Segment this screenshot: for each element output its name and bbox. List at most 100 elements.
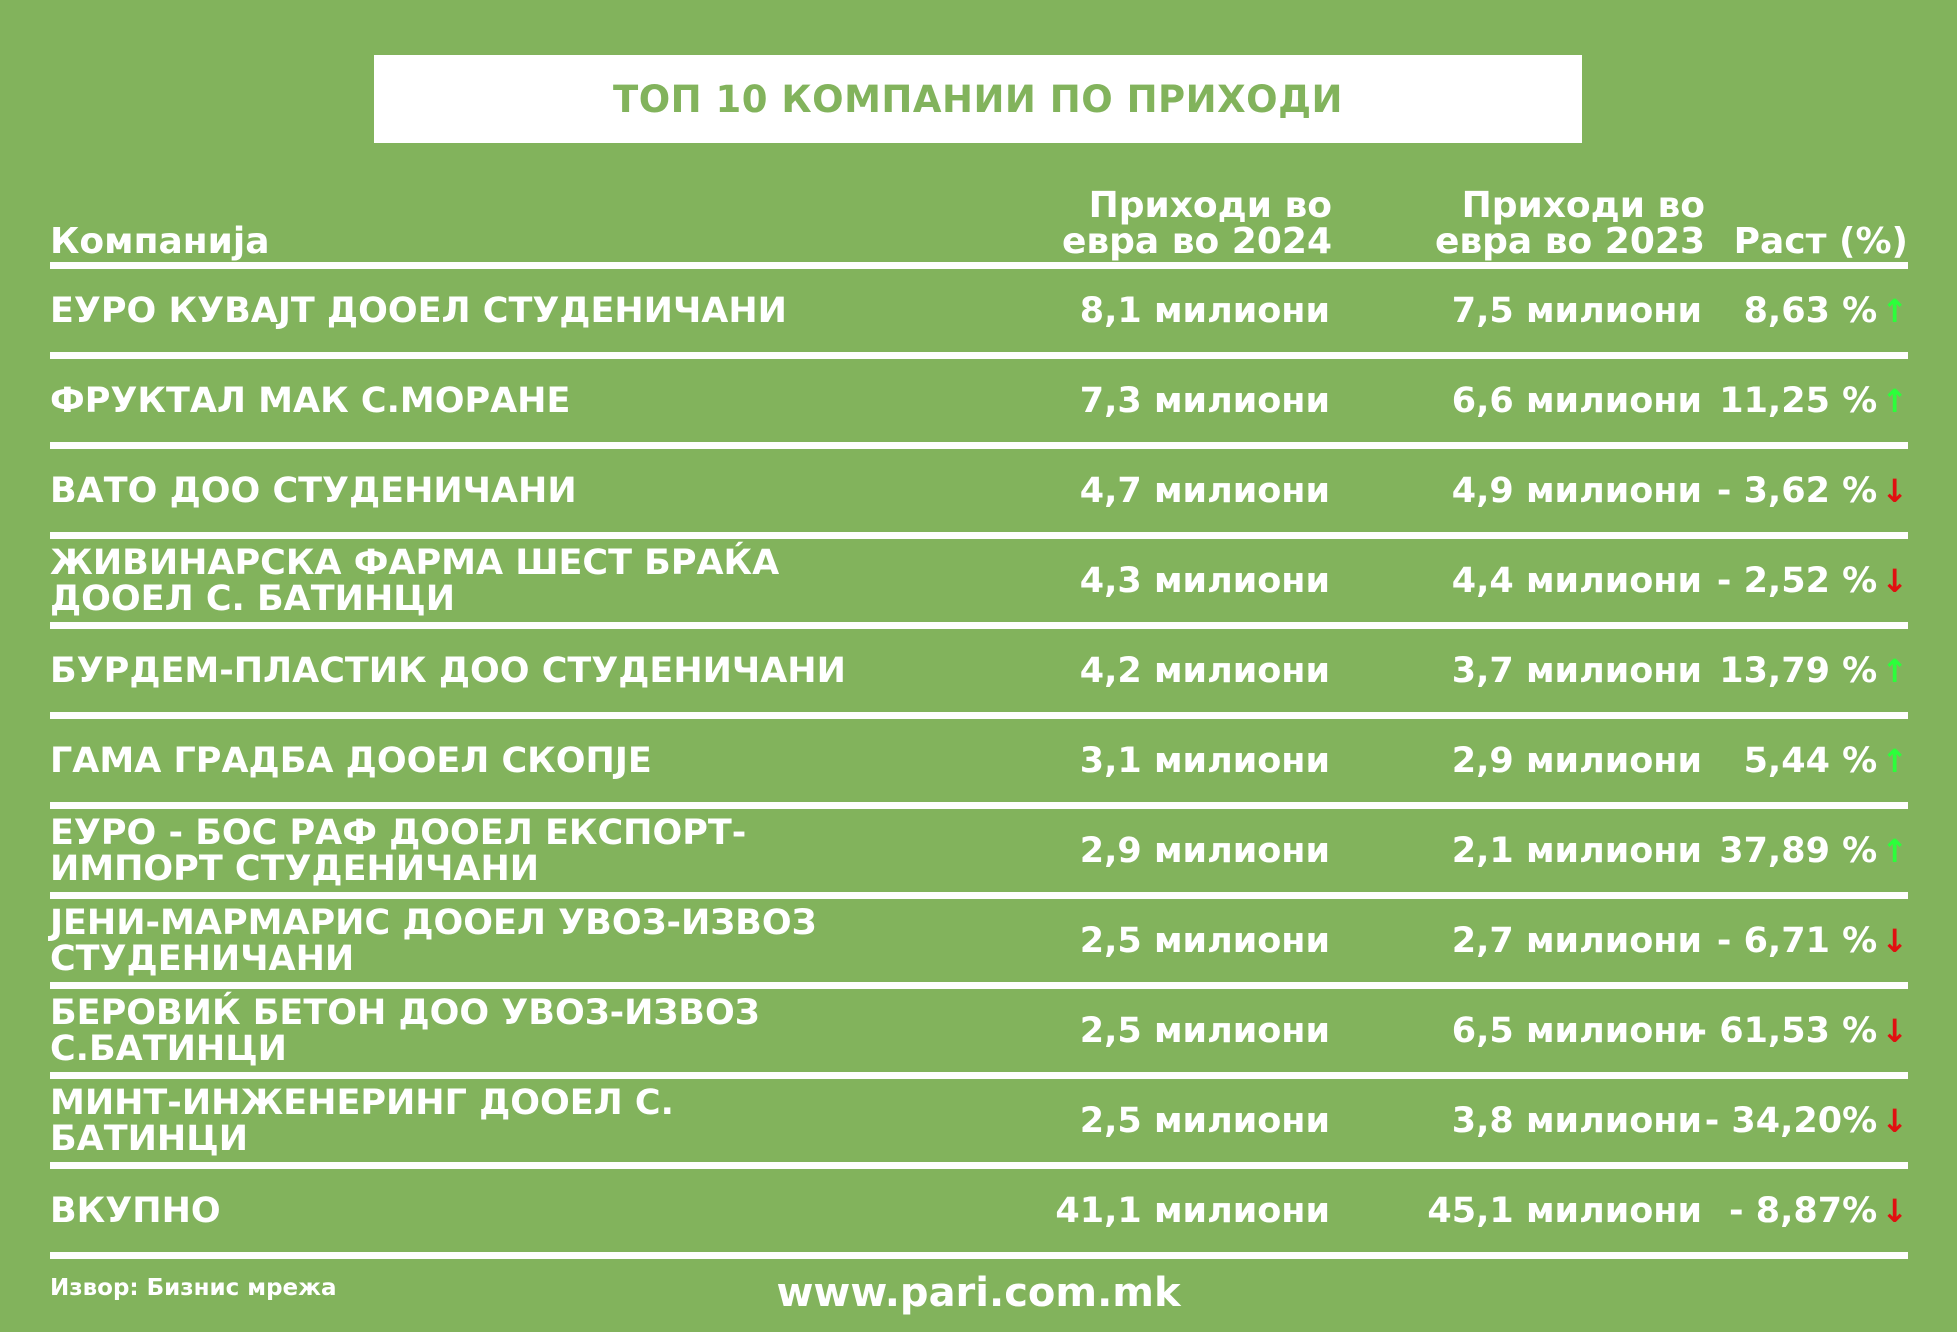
growth-value: 13,79 % [1719,650,1878,691]
company-name: ЖИВИНАРСКА ФАРМА ШЕСТ БРАЌА ДООЕЛ С. БАТ… [50,542,780,619]
growth-value: 37,89 % [1719,830,1878,871]
arrow-down-icon: ↓ [1881,1191,1908,1230]
table-row: ЕУРО КУВАЈТ ДООЕЛ СТУДЕНИЧАНИ 8,1 милиони… [50,269,1908,352]
revenue-2023: 7,5 милиони [1451,290,1702,331]
revenue-2024: 4,7 милиони [1079,470,1330,511]
company-name: ЈЕНИ-МАРМАРИС ДООЕЛ УВОЗ-ИЗВОЗ СТУДЕНИЧА… [50,902,817,979]
growth-value: 11,25 % [1719,380,1878,421]
growth-cell: - 34,20% ↓ [1705,1101,1908,1141]
column-header-revenue-2024: Приходи во евра во 2024 [1062,188,1332,260]
revenue-2024: 4,3 милиони [1079,560,1330,601]
revenue-2024: 2,5 милиони [1079,1010,1330,1051]
row-divider [50,802,1908,809]
row-divider [50,442,1908,449]
row-divider [50,982,1908,989]
table-row: ЕУРО - БОС РАФ ДООЕЛ ЕКСПОРТ-ИМПОРТ СТУД… [50,809,1908,892]
revenue-2023: 4,4 милиони [1451,560,1702,601]
revenue-2024: 41,1 милиони [1055,1190,1330,1231]
arrow-down-icon: ↓ [1881,471,1908,510]
row-divider [50,622,1908,629]
growth-cell: 13,79 % ↑ [1719,651,1908,691]
growth-cell: - 2,52 % ↓ [1717,561,1908,601]
column-header-growth: Раст (%) [1733,221,1908,262]
revenue-2023: 6,5 милиони [1451,1010,1702,1051]
arrow-up-icon: ↑ [1881,741,1908,780]
revenue-2023: 3,7 милиони [1451,650,1702,691]
row-divider [50,1072,1908,1079]
column-header-revenue-2023-line1: Приходи во [1461,185,1705,226]
row-divider [50,892,1908,899]
company-name: БЕРОВИЌ БЕТОН ДОО УВОЗ-ИЗВОЗ С.БАТИНЦИ [50,992,760,1069]
growth-cell: - 6,71 % ↓ [1717,921,1908,961]
growth-cell: 5,44 % ↑ [1744,741,1908,781]
growth-cell: 11,25 % ↑ [1719,381,1908,421]
revenue-2024: 2,5 милиони [1079,1100,1330,1141]
growth-cell: - 8,87% ↓ [1729,1191,1908,1231]
row-divider [50,1252,1908,1259]
row-divider [50,352,1908,359]
column-header-revenue-2024-line2: евра во 2024 [1061,221,1332,262]
arrow-down-icon: ↓ [1881,1011,1908,1050]
arrow-up-icon: ↑ [1881,831,1908,870]
growth-value: 8,63 % [1743,290,1878,331]
arrow-up-icon: ↑ [1881,381,1908,420]
column-header-revenue-2023: Приходи во евра во 2023 [1435,188,1705,260]
revenue-2024: 2,5 милиони [1079,920,1330,961]
column-header-revenue-2023-line2: евра во 2023 [1434,221,1705,262]
arrow-down-icon: ↓ [1881,921,1908,960]
revenue-2024: 2,9 милиони [1079,830,1330,871]
revenue-2024: 7,3 милиони [1079,380,1330,421]
growth-value: - 34,20% [1704,1100,1878,1141]
growth-value: - 6,71 % [1716,920,1878,961]
company-name: ВАТО ДОО СТУДЕНИЧАНИ [50,470,577,511]
revenue-2023: 2,7 милиони [1451,920,1702,961]
table-row: МИНТ-ИНЖЕНЕРИНГ ДООЕЛ С. БАТИНЦИ 2,5 мили… [50,1079,1908,1162]
revenue-2024: 4,2 милиони [1079,650,1330,691]
company-name: ФРУКТАЛ МАК С.МОРАНЕ [50,380,571,421]
table-row: ВАТО ДОО СТУДЕНИЧАНИ 4,7 милиони 4,9 милио… [50,449,1908,532]
company-name: ВКУПНО [50,1190,221,1231]
growth-cell: 37,89 % ↑ [1719,831,1908,871]
revenue-2023: 3,8 милиони [1451,1100,1702,1141]
row-divider [50,1162,1908,1169]
title-banner: ТОП 10 КОМПАНИИ ПО ПРИХОДИ [374,55,1582,143]
company-name: МИНТ-ИНЖЕНЕРИНГ ДООЕЛ С. БАТИНЦИ [50,1082,674,1159]
table-row: ГАМА ГРАДБА ДООЕЛ СКОПЈЕ 3,1 милиони 2,9 м… [50,719,1908,802]
row-divider [50,262,1908,269]
arrow-down-icon: ↓ [1881,561,1908,600]
growth-value: - 8,87% [1729,1190,1878,1231]
table-row: ЈЕНИ-МАРМАРИС ДООЕЛ УВОЗ-ИЗВОЗ СТУДЕНИЧА… [50,899,1908,982]
table-header: Компанија Приходи во евра во 2024 Приход… [50,180,1908,260]
revenue-2023: 4,9 милиони [1451,470,1702,511]
growth-cell: 8,63 % ↑ [1744,291,1908,331]
row-divider [50,532,1908,539]
company-name: ЕУРО КУВАЈТ ДООЕЛ СТУДЕНИЧАНИ [50,290,787,331]
table-row: БУРДЕМ-ПЛАСТИК ДОО СТУДЕНИЧАНИ 4,2 милион… [50,629,1908,712]
arrow-up-icon: ↑ [1881,291,1908,330]
table-row: ЖИВИНАРСКА ФАРМА ШЕСТ БРАЌА ДООЕЛ С. БАТ… [50,539,1908,622]
row-divider [50,712,1908,719]
source-note: Извор: Бизнис мрежа [50,1275,337,1301]
table-row: БЕРОВИЌ БЕТОН ДОО УВОЗ-ИЗВОЗ С.БАТИНЦИ 2,… [50,989,1908,1072]
column-header-company: Компанија [50,221,270,262]
column-header-revenue-2024-line1: Приходи во [1088,185,1332,226]
revenue-2023: 6,6 милиони [1451,380,1702,421]
revenue-2023: 45,1 милиони [1427,1190,1702,1231]
company-name: БУРДЕМ-ПЛАСТИК ДОО СТУДЕНИЧАНИ [50,650,846,691]
growth-cell: - 61,53 % ↓ [1693,1011,1909,1051]
site-url: www.pari.com.mk [776,1270,1181,1316]
company-name: ГАМА ГРАДБА ДООЕЛ СКОПЈЕ [50,740,652,781]
growth-value: 5,44 % [1743,740,1878,781]
growth-value: - 2,52 % [1716,560,1878,601]
arrow-up-icon: ↑ [1881,651,1908,690]
total-row: ВКУПНО 41,1 милиони 45,1 милиони - 8,87% ↓ [50,1169,1908,1252]
company-name: ЕУРО - БОС РАФ ДООЕЛ ЕКСПОРТ-ИМПОРТ СТУД… [50,812,747,889]
revenue-2024: 3,1 милиони [1079,740,1330,781]
revenue-2023: 2,9 милиони [1451,740,1702,781]
revenue-2024: 8,1 милиони [1079,290,1330,331]
arrow-down-icon: ↓ [1881,1101,1908,1140]
growth-cell: - 3,62 % ↓ [1717,471,1908,511]
page-title: ТОП 10 КОМПАНИИ ПО ПРИХОДИ [612,77,1344,121]
growth-value: - 3,62 % [1716,470,1878,511]
growth-value: - 61,53 % [1692,1010,1878,1051]
